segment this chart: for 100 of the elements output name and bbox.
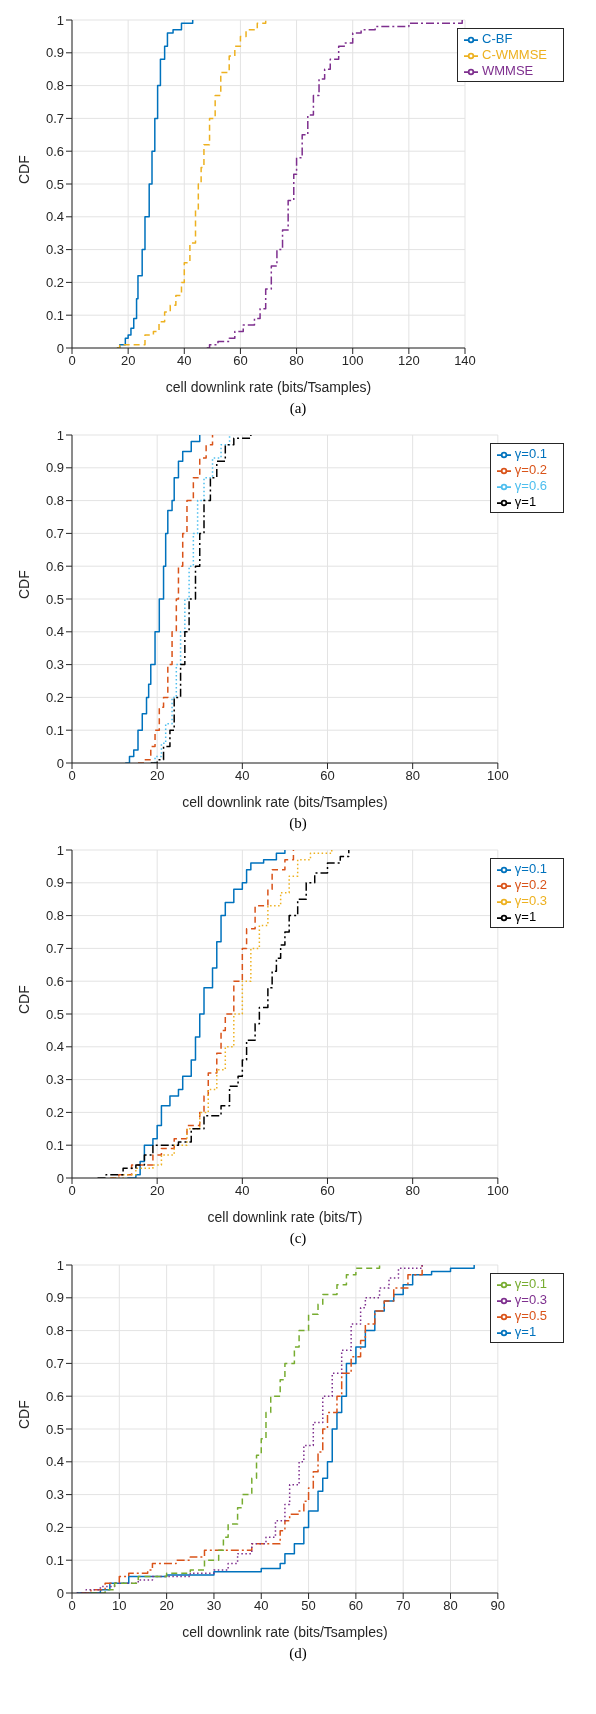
y-tick-label: 1 — [56, 842, 64, 858]
y-tick-label: 0.8 — [45, 908, 64, 924]
y-tick-label: 0.2 — [45, 1520, 64, 1536]
y-tick-label: 0.8 — [45, 1323, 64, 1339]
legend-label: γ=0.5 — [514, 1308, 547, 1323]
y-tick-label: 0.4 — [45, 1454, 64, 1470]
x-tick-label: 120 — [398, 353, 420, 369]
y-tick-label: 0.1 — [45, 1552, 64, 1568]
y-tick-label: 0.5 — [45, 591, 64, 607]
y-axis-title: CDF — [15, 1400, 32, 1429]
y-tick-label: 0.8 — [45, 493, 64, 509]
y-tick-label: 0.8 — [45, 78, 64, 94]
legend-label: γ=0.2 — [514, 462, 547, 477]
x-tick-label: 20 — [149, 1183, 165, 1199]
x-axis-title: cell downlink rate (bits/Tsamples) — [182, 1624, 388, 1640]
x-tick-label: 100 — [486, 1183, 509, 1199]
y-tick-label: 0 — [56, 1585, 64, 1601]
y-tick-label: 0.1 — [45, 307, 64, 323]
x-axis-title: cell downlink rate (bits/T) — [207, 1209, 363, 1225]
legend-label: γ=1 — [514, 494, 537, 509]
x-tick-label: 30 — [206, 1598, 222, 1614]
legend-label: γ=0.1 — [514, 861, 547, 876]
y-tick-label: 0.7 — [45, 526, 64, 542]
y-tick-label: 0.6 — [45, 973, 64, 989]
x-tick-label: 70 — [395, 1598, 411, 1614]
text: (c) — [288, 1230, 308, 1247]
y-tick-label: 0 — [56, 755, 64, 771]
legend-label: γ=0.1 — [514, 1276, 547, 1291]
x-tick-label: 80 — [405, 1183, 420, 1199]
y-tick-label: 0.2 — [45, 275, 64, 291]
y-tick-label: 1 — [56, 1257, 64, 1273]
legend-label: γ=0.6 — [514, 478, 547, 493]
y-tick-label: 0.7 — [45, 941, 64, 957]
x-tick-label: 90 — [490, 1598, 506, 1614]
y-tick-label: 0.6 — [45, 1388, 64, 1404]
legend-label: γ=0.3 — [514, 893, 547, 908]
x-tick-label: 100 — [486, 768, 509, 784]
text: (b) — [288, 815, 308, 832]
x-tick-label: 60 — [348, 1598, 364, 1614]
y-axis-title: CDF — [15, 155, 32, 184]
y-tick-label: 0.9 — [45, 875, 64, 891]
x-tick-label: 40 — [235, 768, 250, 784]
y-axis-title: CDF — [15, 570, 32, 599]
y-tick-label: 0.1 — [45, 1137, 64, 1153]
y-tick-label: 0.2 — [45, 690, 64, 706]
y-tick-label: 0.5 — [45, 1006, 64, 1022]
x-tick-label: 100 — [341, 353, 364, 369]
x-tick-label: 20 — [159, 1598, 174, 1614]
x-tick-label: 80 — [405, 768, 420, 784]
y-tick-label: 0.7 — [45, 111, 64, 127]
x-tick-label: 60 — [320, 1183, 335, 1199]
x-tick-label: 0 — [68, 353, 76, 369]
x-tick-label: 40 — [235, 1183, 250, 1199]
x-tick-label: 0 — [68, 768, 76, 784]
legend-label: C-WMMSE — [482, 47, 547, 62]
y-tick-label: 0.9 — [45, 45, 64, 61]
x-tick-label: 80 — [289, 353, 304, 369]
x-tick-label: 40 — [177, 353, 192, 369]
y-tick-label: 0.3 — [45, 1072, 64, 1088]
legend-label: WMMSE — [482, 63, 534, 78]
x-axis-title: cell downlink rate (bits/Tsamples) — [182, 794, 388, 810]
legend-label: γ=0.1 — [514, 446, 547, 461]
text: (d) — [288, 1645, 308, 1662]
x-tick-label: 80 — [443, 1598, 458, 1614]
x-tick-label: 0 — [68, 1183, 76, 1199]
y-tick-label: 0.6 — [45, 558, 64, 574]
legend-label: γ=1 — [514, 1324, 537, 1339]
x-tick-label: 40 — [254, 1598, 269, 1614]
x-tick-label: 20 — [120, 353, 136, 369]
text: (a) — [288, 400, 308, 417]
legend-label: C-BF — [482, 31, 513, 46]
y-tick-label: 0.4 — [45, 624, 64, 640]
y-tick-label: 0.6 — [45, 143, 64, 159]
y-tick-label: 0.5 — [45, 176, 64, 192]
x-tick-label: 0 — [68, 1598, 76, 1614]
y-tick-label: 0.2 — [45, 1105, 64, 1121]
y-tick-label: 1 — [56, 12, 64, 28]
y-tick-label: 0 — [56, 1170, 64, 1186]
y-tick-label: 1 — [56, 427, 64, 443]
y-tick-label: 0 — [56, 340, 64, 356]
y-tick-label: 0.4 — [45, 1039, 64, 1055]
y-tick-label: 0.9 — [45, 460, 64, 476]
y-axis-title: CDF — [15, 985, 32, 1014]
x-tick-label: 10 — [112, 1598, 127, 1614]
x-tick-label: 60 — [233, 353, 248, 369]
legend-label: γ=1 — [514, 909, 537, 924]
x-tick-label: 140 — [454, 353, 476, 369]
y-tick-label: 0.4 — [45, 209, 64, 225]
y-tick-label: 0.3 — [45, 657, 64, 673]
y-tick-label: 0.3 — [45, 1487, 64, 1503]
x-axis-title: cell downlink rate (bits/Tsamples) — [165, 379, 372, 395]
y-tick-label: 0.1 — [45, 722, 64, 738]
x-tick-label: 60 — [320, 768, 335, 784]
x-tick-label: 50 — [301, 1598, 316, 1614]
legend-label: γ=0.2 — [514, 877, 547, 892]
y-tick-label: 0.5 — [45, 1421, 64, 1437]
y-tick-label: 0.3 — [45, 242, 64, 258]
y-tick-label: 0.7 — [45, 1356, 64, 1372]
x-tick-label: 20 — [149, 768, 165, 784]
y-tick-label: 0.9 — [45, 1290, 64, 1306]
